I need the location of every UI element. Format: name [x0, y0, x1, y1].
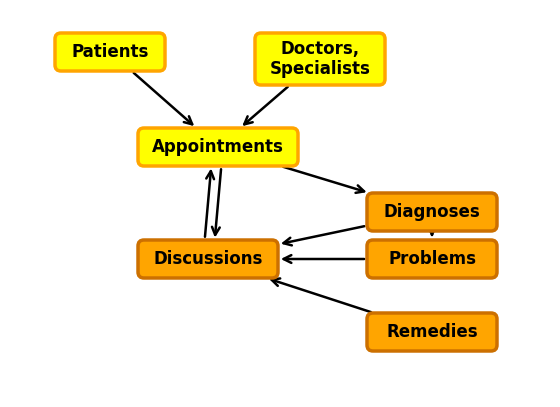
FancyBboxPatch shape	[55, 33, 165, 71]
Text: Discussions: Discussions	[153, 250, 263, 268]
FancyBboxPatch shape	[255, 33, 385, 85]
Text: Diagnoses: Diagnoses	[384, 203, 480, 221]
Text: Problems: Problems	[388, 250, 476, 268]
Text: Appointments: Appointments	[152, 138, 284, 156]
FancyBboxPatch shape	[367, 240, 497, 278]
FancyBboxPatch shape	[367, 313, 497, 351]
Text: Doctors,
Specialists: Doctors, Specialists	[269, 39, 370, 79]
FancyBboxPatch shape	[367, 193, 497, 231]
FancyBboxPatch shape	[138, 128, 298, 166]
Text: Patients: Patients	[71, 43, 149, 61]
Text: Remedies: Remedies	[386, 323, 478, 341]
FancyBboxPatch shape	[138, 240, 278, 278]
